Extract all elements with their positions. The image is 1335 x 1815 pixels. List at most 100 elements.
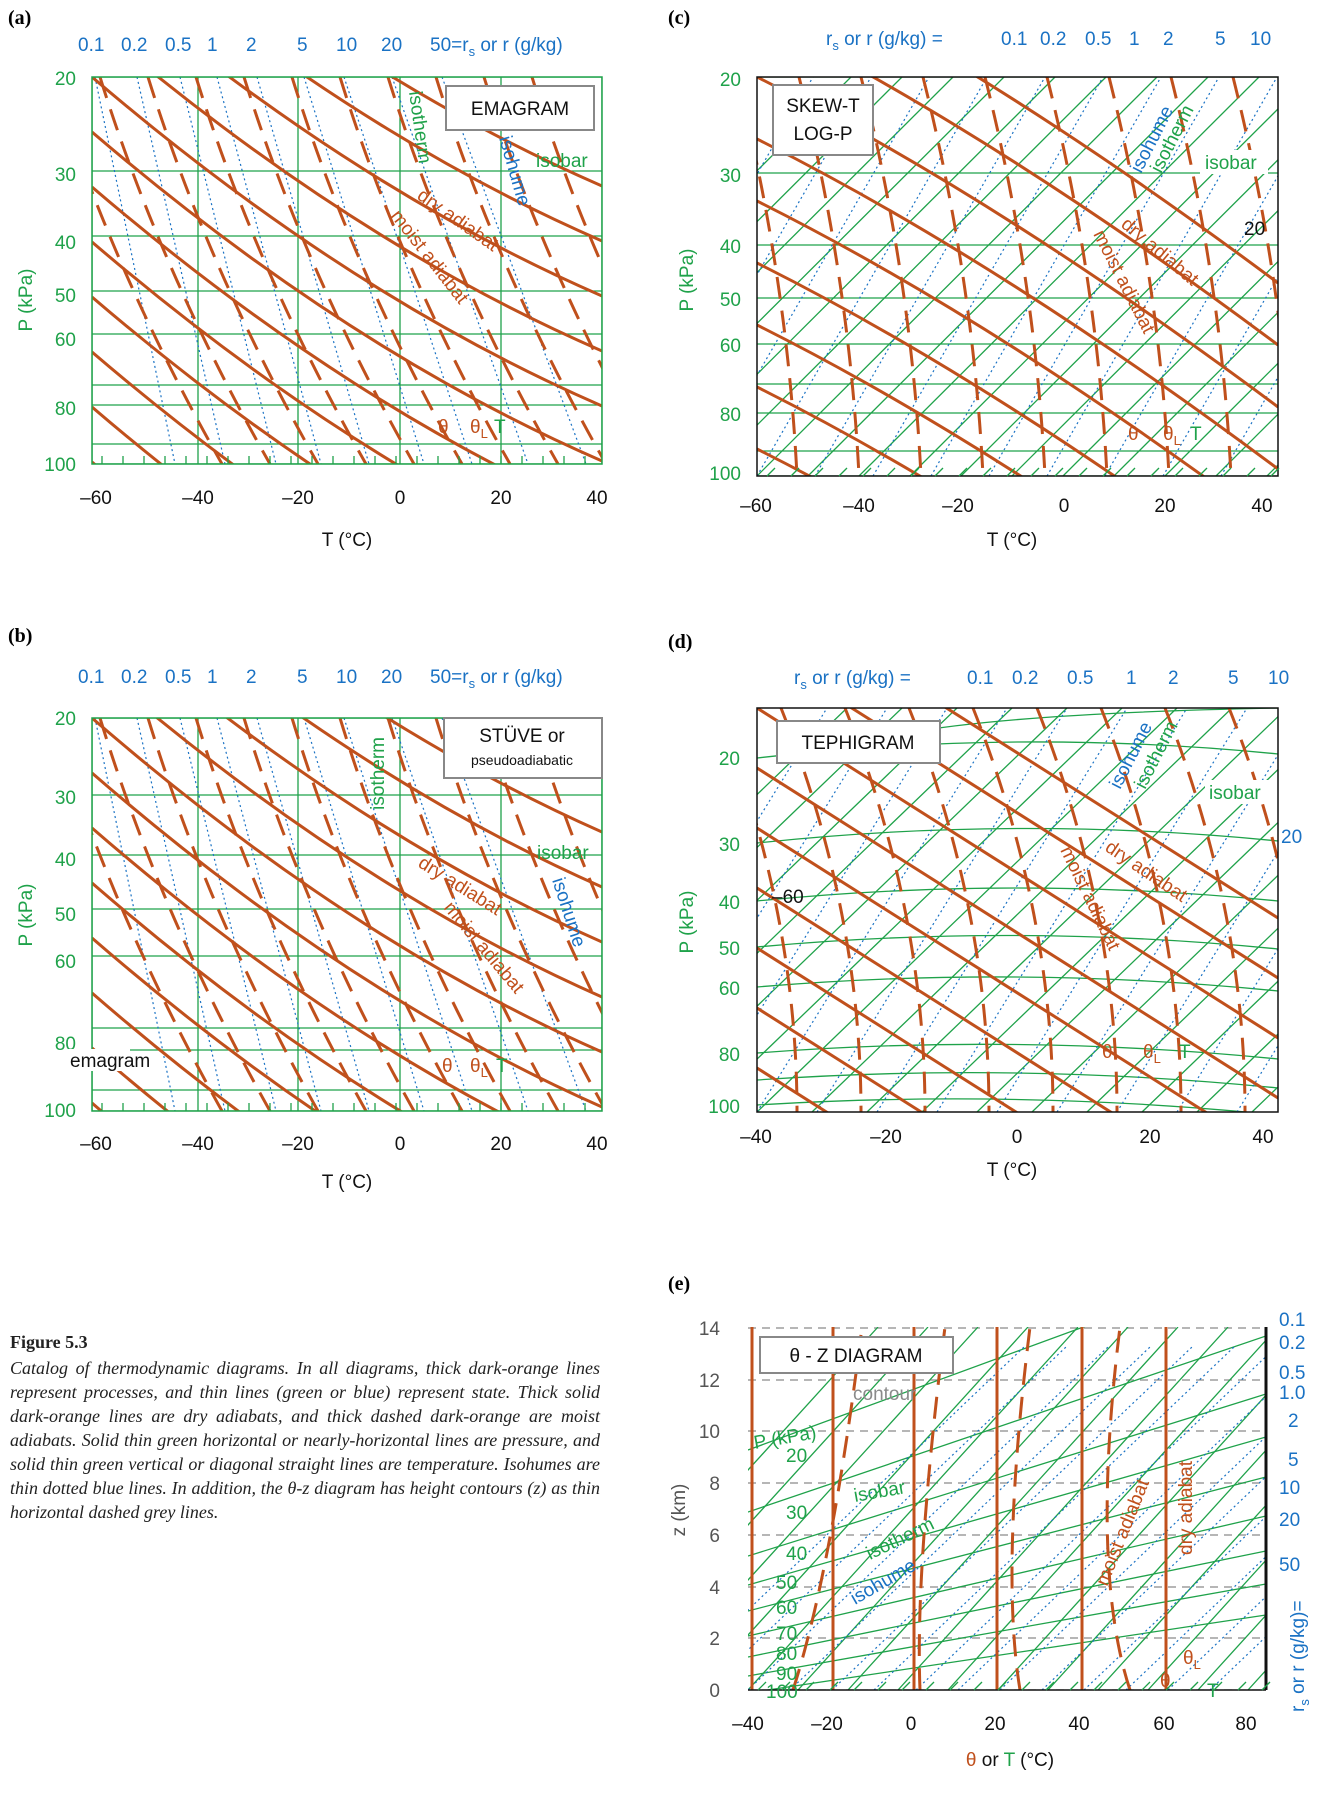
a-label-T: T (494, 417, 506, 438)
d-isobar (757, 976, 1278, 992)
a-dry-adiabat (92, 240, 399, 464)
c-axis-tick (1222, 467, 1232, 477)
c-isotherm (1266, 464, 1278, 476)
d-top-tick-4: 2 (1168, 668, 1179, 689)
d-isotherm (757, 708, 1123, 1060)
e-label-dry-adiabat: dry adiabat (1176, 1460, 1197, 1555)
e-xtick-4: 40 (1068, 1714, 1089, 1735)
a-moist-adiabat (338, 77, 512, 464)
d-top-tick-3: 1 (1126, 668, 1137, 689)
d-isotherm (1031, 874, 1278, 1112)
e-ytick-6: 6 (709, 1526, 720, 1547)
b-label-T: T (496, 1056, 508, 1077)
c-top-tick-2: 0.5 (1085, 29, 1111, 50)
d-isotherm (1086, 927, 1278, 1112)
b-ytick-40: 40 (55, 850, 76, 871)
d-top-tick-6: 10 (1268, 668, 1289, 689)
a-dry-adiabat (92, 77, 602, 408)
c-axis-tick (982, 467, 992, 477)
b-moist-adiabat (98, 718, 272, 1111)
c-label-isobar: isobar (1205, 153, 1257, 174)
panel-c-top-scale: rs or r (g/kg) = 0.1 0.2 0.5 1 2 5 10 (826, 29, 1271, 53)
c-label-T: T (1190, 424, 1202, 445)
a-moist-adiabat (92, 187, 224, 464)
c-axis-tick (934, 467, 944, 477)
d-isobar (757, 1072, 1278, 1089)
a-ytick-60: 60 (55, 330, 76, 351)
d-isotherm (757, 708, 1013, 955)
d-box-label: TEPHIGRAM (802, 733, 915, 754)
e-axis-tick (997, 1681, 1007, 1691)
b-box (443, 717, 603, 779)
a-isohume (179, 77, 277, 464)
panel-d-frame (756, 707, 1279, 1113)
c-isohume (1220, 375, 1278, 476)
panel-e: (e) 0 2 4 6 8 10 12 14 z (km) –40 –20 0 … (668, 1273, 1312, 1771)
b-ytick-30: 30 (55, 788, 76, 809)
e-ptick-90: 90 (776, 1664, 797, 1685)
d-isohume (757, 708, 888, 920)
a-moist-adiabat (290, 77, 464, 464)
c-xtick-2: –20 (942, 496, 974, 517)
a-box (445, 85, 595, 131)
d-isotherm (811, 708, 1233, 1112)
b-top-tick-5: 5 (297, 667, 308, 688)
b-label-thetaL: θL (470, 1056, 488, 1080)
d-moist-adiabat (1035, 708, 1119, 1112)
c-ytick-20: 20 (720, 70, 741, 91)
e-isotherm (897, 1327, 1229, 1690)
d-isohume (1176, 947, 1278, 1112)
d-isohume (757, 708, 948, 1017)
d-isobar (757, 887, 1278, 902)
e-rtick-3: 1.0 (1279, 1383, 1305, 1404)
a-dry-adiabat (92, 350, 235, 464)
e-xtick-3: 20 (984, 1714, 1005, 1735)
b-isohume (136, 718, 226, 1111)
c-side-value: 20 (1244, 219, 1265, 240)
d-isobar (757, 827, 1278, 844)
panel-d-y-ticks: 20 30 40 50 60 80 100 (708, 749, 740, 1118)
d-ytick-60: 60 (719, 979, 740, 1000)
c-isotherm (1164, 362, 1278, 476)
d-dry-adiabat (757, 1006, 924, 1112)
c-moist-adiabat (1169, 77, 1233, 476)
e-label-thetaL: θL (1183, 1648, 1201, 1672)
panel-c-x-ticks: –60 –40 –20 0 20 40 (740, 496, 1272, 517)
e-ytick-4: 4 (709, 1578, 720, 1599)
c-axis-tick (1006, 467, 1016, 477)
panel-e-plot (748, 1327, 1266, 1690)
c-axis-tick (1054, 467, 1064, 477)
b-label-isobar: isobar (537, 843, 589, 864)
d-isohume (816, 708, 1068, 1112)
d-xtick-3: 20 (1139, 1127, 1160, 1148)
d-moist-adiabat (757, 820, 799, 1112)
a-xtick-3: 0 (395, 488, 406, 509)
b-top-tick-0: 0.1 (78, 667, 104, 688)
d-moist-adiabat (1163, 708, 1247, 1112)
b-dry-adiabat (92, 1046, 170, 1111)
d-inner-value: –60 (772, 887, 804, 908)
d-dry-adiabat (757, 946, 1019, 1112)
d-ytick-100: 100 (708, 1097, 740, 1118)
c-box (772, 84, 874, 156)
c-dry-adiabat (757, 323, 1024, 476)
e-axis-tick (877, 1681, 887, 1691)
panel-a-letter: (a) (8, 7, 31, 29)
a-xtick-5: 40 (586, 488, 607, 509)
c-axis-tick (958, 467, 968, 477)
c-axis-tick (862, 467, 872, 477)
e-rtick-8: 50 (1279, 1555, 1300, 1576)
a-top-tick-2: 0.5 (165, 35, 191, 56)
c-xtick-4: 20 (1154, 496, 1175, 517)
c-top-tick-5: 5 (1215, 29, 1226, 50)
panel-b-top-scale: 0.1 0.2 0.5 1 2 5 10 20 50=rs or r (g/kg… (78, 667, 563, 691)
b-moist-adiabat (92, 830, 224, 1111)
d-xtick-1: –20 (870, 1127, 902, 1148)
a-top-tick-4: 2 (246, 35, 257, 56)
e-axis-tick (829, 1681, 839, 1691)
e-isotherm (748, 1327, 979, 1581)
b-dry-adiabat (384, 718, 602, 834)
b-ytick-100: 100 (44, 1101, 76, 1122)
a-label-isobar: isobar (536, 151, 588, 172)
d-xtick-2: 0 (1012, 1127, 1023, 1148)
